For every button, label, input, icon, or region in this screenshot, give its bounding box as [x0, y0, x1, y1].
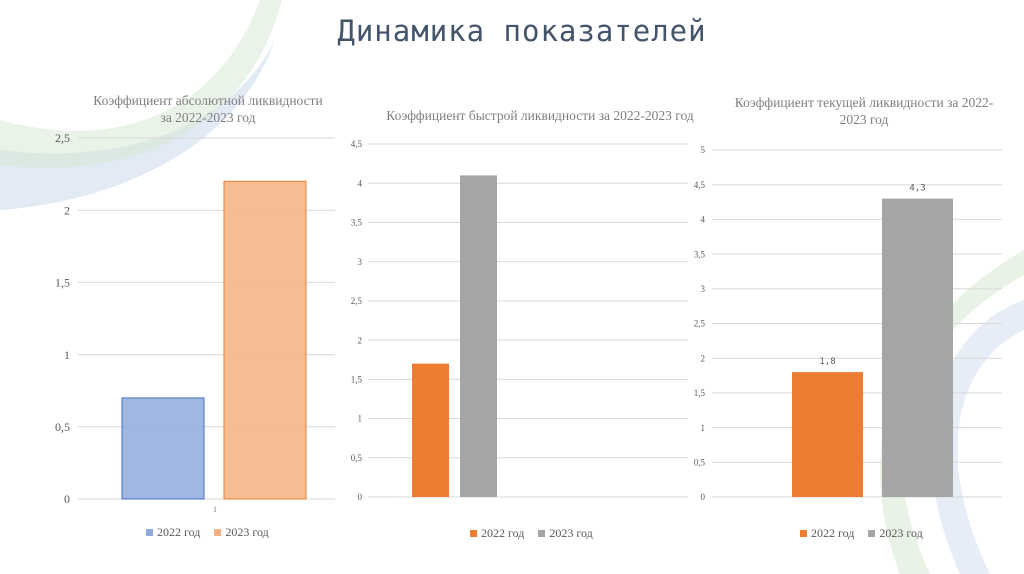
- y-tick-label: 0: [701, 492, 706, 502]
- chart-title: Коэффициент абсолютной ликвидности за 20…: [93, 93, 323, 125]
- y-tick-label: 2,5: [55, 131, 70, 145]
- y-tick-label: 0,5: [55, 420, 70, 434]
- y-tick-label: 4: [701, 215, 706, 225]
- y-tick-label: 0,5: [351, 453, 363, 463]
- y-tick-label: 1: [701, 423, 706, 433]
- bar-2023-год: [882, 198, 953, 497]
- page-title: Динамика показателей: [337, 14, 707, 48]
- y-tick-label: 3: [701, 284, 706, 294]
- chart-legend: 2022 год 2023 год: [470, 526, 607, 541]
- legend-item-2022: 2022 год: [146, 525, 200, 540]
- legend-swatch: [538, 530, 546, 537]
- y-tick-label: 2,5: [694, 319, 706, 329]
- y-tick-label: 4,5: [694, 180, 706, 190]
- legend-swatch: [470, 530, 477, 537]
- y-tick-label: 3: [358, 257, 363, 267]
- y-tick-label: 0: [358, 492, 363, 502]
- y-tick-label: 3,5: [351, 218, 363, 228]
- chart-legend: 2022 год 2023 год: [800, 526, 937, 541]
- data-label: 4,3: [909, 184, 925, 194]
- y-tick-label: 0: [64, 492, 70, 506]
- legend-swatch: [868, 530, 876, 537]
- y-tick-label: 4,5: [351, 139, 363, 149]
- y-tick-label: 1,5: [694, 388, 706, 398]
- bar-2023-год: [223, 180, 307, 500]
- swoosh-top-left-blue: [0, 40, 275, 210]
- legend-item-2022: 2022 год: [470, 526, 524, 541]
- legend-item-2023: 2023 год: [868, 526, 923, 541]
- y-tick-label: 2: [358, 335, 363, 345]
- bar-2022-год: [121, 397, 205, 500]
- legend-label: 2023 год: [549, 526, 593, 540]
- chart-title: Коэффициент быстрой ликвидности за 2022-…: [386, 108, 694, 123]
- y-tick-label: 3,5: [694, 249, 706, 259]
- swoosh-bottom-right-blue: [931, 300, 1024, 574]
- legend-item-2022: 2022 год: [800, 526, 854, 541]
- y-tick-label: 1: [358, 414, 363, 424]
- y-tick-label: 2,5: [351, 296, 363, 306]
- legend-swatch: [146, 529, 153, 536]
- y-tick-label: 0,5: [694, 457, 706, 467]
- legend-item-2023: 2023 год: [214, 525, 269, 540]
- y-tick-label: 4: [358, 178, 363, 188]
- bar-2023-год: [460, 175, 497, 497]
- legend-label: 2022 год: [481, 526, 525, 540]
- legend-item-2023: 2023 год: [538, 526, 593, 541]
- y-tick-label: 2: [64, 203, 70, 217]
- x-tick-label: 1: [213, 505, 217, 514]
- swoosh-top-left-green: [0, 0, 282, 168]
- legend-label: 2023 год: [225, 525, 269, 539]
- legend-label: 2023 год: [879, 526, 923, 540]
- bar-2022-год: [792, 372, 863, 497]
- legend-swatch: [214, 529, 222, 536]
- legend-label: 2022 год: [157, 525, 201, 539]
- chart-legend: 2022 год 2023 год: [146, 525, 283, 540]
- chart-title: Коэффициент текущей ликвидности за 2022-…: [734, 95, 994, 127]
- data-label: 1,8: [819, 357, 835, 367]
- y-tick-label: 1,5: [55, 276, 70, 290]
- y-tick-label: 1,5: [351, 374, 363, 384]
- y-tick-label: 1: [64, 348, 70, 362]
- legend-label: 2022 год: [811, 526, 855, 540]
- legend-swatch: [800, 530, 807, 537]
- bar-2022-год: [412, 363, 449, 497]
- y-tick-label: 5: [701, 145, 706, 155]
- y-tick-label: 2: [701, 353, 706, 363]
